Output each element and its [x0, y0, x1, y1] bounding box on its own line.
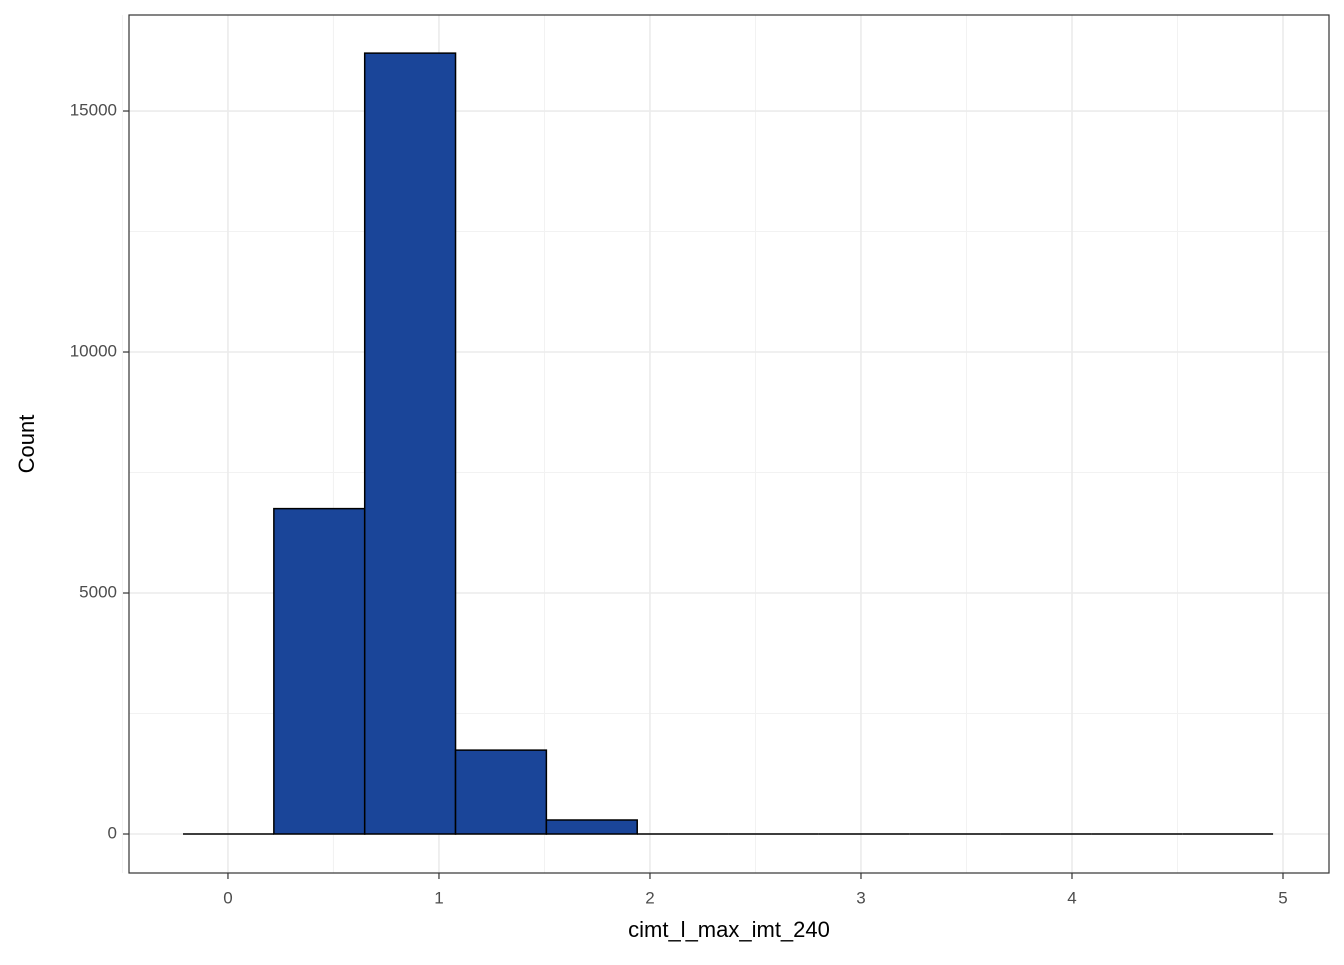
bar	[363, 52, 457, 835]
x-tick-label: 4	[1067, 888, 1076, 907]
x-tick-label: 1	[434, 888, 443, 907]
bar	[273, 507, 366, 835]
bar	[545, 819, 638, 835]
y-tick-label: 15000	[70, 100, 117, 119]
bar	[454, 749, 548, 835]
x-tick-label: 3	[856, 888, 865, 907]
y-tick-label: 10000	[70, 341, 117, 360]
axes: 0 1 2 3 4 5 0 5000 10000 15000	[70, 100, 1288, 907]
y-tick-label: 0	[108, 823, 117, 842]
panel-border	[128, 14, 1330, 874]
x-tick-label: 5	[1278, 888, 1287, 907]
bars	[183, 52, 1274, 835]
x-axis-title: cimt_l_max_imt_240	[628, 917, 830, 942]
y-axis-title: Count	[14, 415, 39, 474]
y-tick-label: 5000	[79, 582, 117, 601]
x-tick-label: 2	[645, 888, 654, 907]
x-tick-label: 0	[223, 888, 232, 907]
